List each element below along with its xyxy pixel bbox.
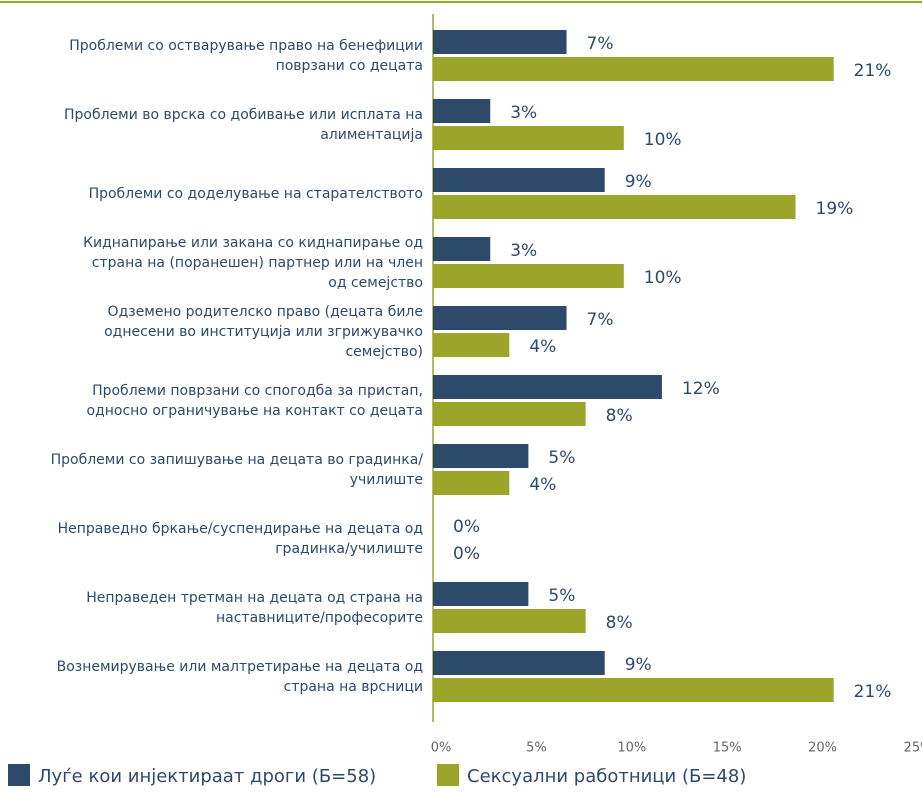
legend-label: Луѓе кои инјектираат дроги (Б=58) xyxy=(38,766,376,787)
bar xyxy=(433,333,510,357)
data-label: 3% xyxy=(510,103,537,123)
category-label: Одземено родителско право (децата биле од… xyxy=(104,304,423,360)
bar xyxy=(433,678,834,702)
data-label: 8% xyxy=(606,406,633,426)
category-label: Неправедно бркање/суспендирање на децата… xyxy=(58,521,423,557)
bar xyxy=(433,168,605,192)
category-label: Вознемирување или малтретирање на децата… xyxy=(57,659,423,695)
data-label: 4% xyxy=(529,337,556,357)
data-label: 7% xyxy=(587,34,614,54)
data-label: 10% xyxy=(644,268,682,288)
data-label: 4% xyxy=(529,475,556,495)
data-label: 5% xyxy=(548,586,575,606)
bar xyxy=(433,264,624,288)
data-label: 19% xyxy=(816,199,854,219)
data-label: 12% xyxy=(682,379,720,399)
bar xyxy=(433,126,624,150)
bar xyxy=(433,375,662,399)
bar xyxy=(433,30,567,54)
data-label: 3% xyxy=(510,241,537,261)
category-label: Проблеми поврзани со спогодба за пристап… xyxy=(87,383,424,419)
category-label: Проблеми со доделување на старателството xyxy=(89,186,423,202)
x-tick-label: 0% xyxy=(431,741,452,756)
x-tick-label: 25% xyxy=(904,741,922,756)
data-label: 7% xyxy=(587,310,614,330)
legend-label: Сексуални работници (Б=48) xyxy=(467,766,746,787)
data-label: 0% xyxy=(453,517,480,537)
category-label: Проблеми со остварување право на бенефиц… xyxy=(69,38,423,74)
category-label: Неправеден третман на децата од страна н… xyxy=(86,590,423,626)
x-tick-label: 5% xyxy=(526,741,547,756)
bar xyxy=(433,471,510,495)
bar xyxy=(433,99,491,123)
data-label: 0% xyxy=(453,544,480,564)
category-label: Киднапирање или закана со киднапирање од… xyxy=(83,235,423,291)
bar xyxy=(433,444,529,468)
bar xyxy=(433,237,491,261)
category-label: Проблеми со запишување на децата во град… xyxy=(51,452,424,488)
data-label: 8% xyxy=(606,613,633,633)
bar xyxy=(433,582,529,606)
data-label: 21% xyxy=(854,682,892,702)
data-label: 9% xyxy=(625,172,652,192)
bar xyxy=(433,402,586,426)
x-tick-label: 20% xyxy=(808,741,837,756)
x-tick-label: 10% xyxy=(617,741,646,756)
data-label: 10% xyxy=(644,130,682,150)
legend-swatch xyxy=(8,764,30,786)
bar xyxy=(433,306,567,330)
data-label: 9% xyxy=(625,655,652,675)
data-label: 5% xyxy=(548,448,575,468)
legend-swatch xyxy=(437,764,459,786)
bar xyxy=(433,57,834,81)
data-label: 21% xyxy=(854,61,892,81)
x-tick-label: 15% xyxy=(713,741,742,756)
bar xyxy=(433,651,605,675)
category-label: Проблеми во врска со добивање или исплат… xyxy=(64,107,423,143)
bar xyxy=(433,195,796,219)
bar xyxy=(433,609,586,633)
